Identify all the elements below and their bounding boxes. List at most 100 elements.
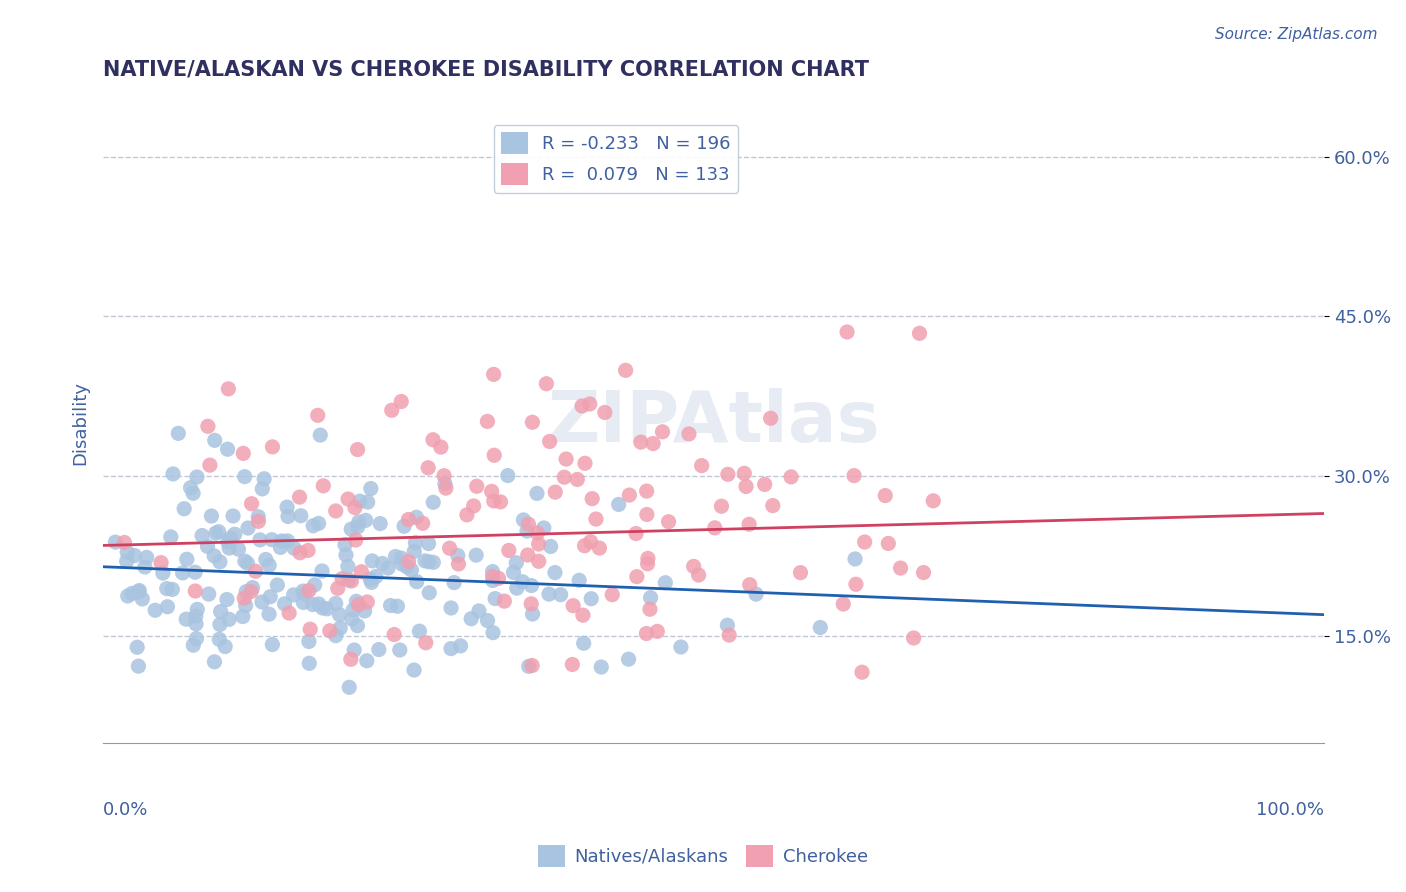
- Point: [197, 419, 219, 434]
- Point: [197, 587, 219, 601]
- Point: [574, 539, 596, 553]
- Point: [337, 491, 360, 506]
- Point: [356, 654, 378, 668]
- Point: [387, 599, 409, 614]
- Point: [240, 584, 263, 599]
- Point: [228, 542, 250, 557]
- Point: [343, 500, 366, 515]
- Point: [204, 434, 226, 448]
- Point: [912, 566, 935, 580]
- Point: [233, 591, 256, 606]
- Point: [588, 541, 610, 555]
- Point: [401, 563, 423, 577]
- Point: [527, 537, 550, 551]
- Point: [903, 631, 925, 645]
- Point: [669, 640, 692, 654]
- Point: [298, 634, 321, 648]
- Point: [540, 540, 562, 554]
- Point: [484, 591, 506, 606]
- Point: [636, 484, 658, 499]
- Point: [235, 584, 257, 599]
- Point: [259, 590, 281, 604]
- Point: [186, 470, 208, 484]
- Point: [340, 612, 363, 626]
- Point: [242, 581, 264, 595]
- Point: [217, 534, 239, 549]
- Point: [298, 657, 321, 671]
- Point: [312, 479, 335, 493]
- Point: [617, 652, 640, 666]
- Point: [922, 493, 945, 508]
- Point: [233, 554, 256, 568]
- Point: [522, 607, 544, 621]
- Point: [433, 476, 456, 491]
- Point: [181, 486, 204, 500]
- Point: [389, 394, 412, 409]
- Point: [288, 490, 311, 504]
- Point: [173, 501, 195, 516]
- Point: [364, 569, 387, 583]
- Point: [340, 574, 363, 588]
- Point: [104, 535, 127, 549]
- Point: [842, 468, 865, 483]
- Point: [162, 467, 184, 481]
- Point: [184, 616, 207, 631]
- Legend: R = -0.233   N = 196, R =  0.079   N = 133: R = -0.233 N = 196, R = 0.079 N = 133: [494, 125, 738, 193]
- Point: [832, 597, 855, 611]
- Point: [368, 516, 391, 531]
- Point: [134, 560, 156, 574]
- Point: [311, 601, 333, 615]
- Point: [533, 521, 555, 535]
- Point: [422, 433, 444, 447]
- Point: [682, 559, 704, 574]
- Point: [329, 621, 352, 635]
- Point: [574, 456, 596, 470]
- Point: [277, 509, 299, 524]
- Point: [360, 575, 382, 590]
- Point: [356, 595, 378, 609]
- Point: [645, 624, 668, 639]
- Point: [184, 565, 207, 579]
- Point: [443, 575, 465, 590]
- Point: [247, 514, 270, 528]
- Point: [191, 528, 214, 542]
- Point: [585, 512, 607, 526]
- Point: [460, 612, 482, 626]
- Point: [433, 468, 456, 483]
- Point: [489, 495, 512, 509]
- Point: [325, 629, 347, 643]
- Point: [550, 588, 572, 602]
- Point: [236, 557, 259, 571]
- Y-axis label: Disability: Disability: [72, 381, 89, 465]
- Point: [808, 620, 831, 634]
- Point: [404, 544, 426, 558]
- Point: [250, 595, 273, 609]
- Point: [204, 655, 226, 669]
- Point: [336, 559, 359, 574]
- Legend: Natives/Alaskans, Cherokee: Natives/Alaskans, Cherokee: [531, 838, 875, 874]
- Point: [302, 598, 325, 612]
- Point: [398, 512, 420, 526]
- Point: [553, 470, 575, 484]
- Point: [235, 599, 257, 613]
- Point: [346, 442, 368, 457]
- Point: [347, 515, 370, 529]
- Point: [218, 612, 240, 626]
- Point: [703, 521, 725, 535]
- Point: [337, 681, 360, 695]
- Point: [253, 472, 276, 486]
- Point: [651, 425, 673, 439]
- Point: [516, 548, 538, 562]
- Point: [481, 484, 503, 499]
- Point: [733, 467, 755, 481]
- Point: [273, 597, 295, 611]
- Point: [517, 517, 540, 532]
- Point: [304, 578, 326, 592]
- Point: [135, 550, 157, 565]
- Point: [571, 399, 593, 413]
- Point: [581, 491, 603, 506]
- Point: [496, 468, 519, 483]
- Point: [252, 482, 274, 496]
- Point: [207, 524, 229, 539]
- Point: [381, 403, 404, 417]
